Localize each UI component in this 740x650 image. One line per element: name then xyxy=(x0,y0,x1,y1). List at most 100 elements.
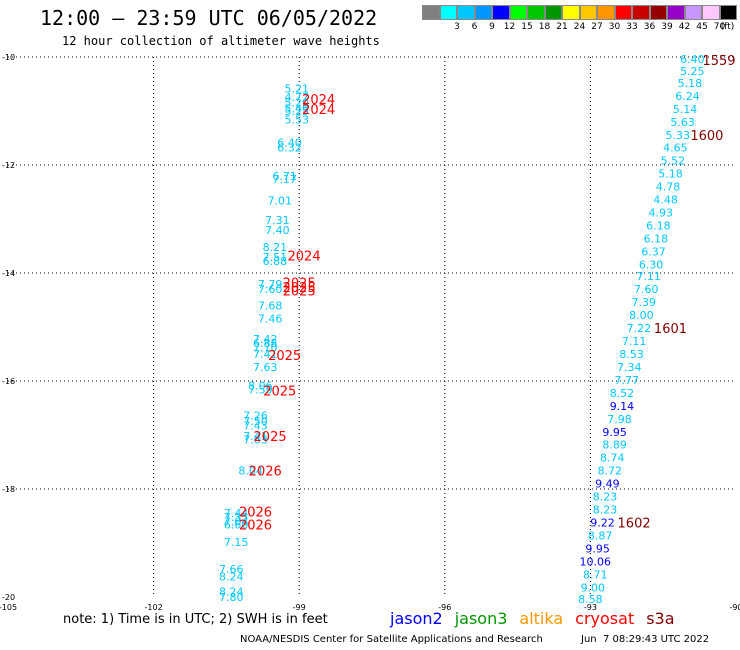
satellite-s3a: s3a xyxy=(646,609,675,628)
wave-height-value: 8.52 xyxy=(610,387,635,400)
wave-height-value: 7.59 xyxy=(248,384,273,397)
wave-height-value: 5.20 xyxy=(285,96,310,109)
wave-height-value: 5.53 xyxy=(285,114,310,127)
wave-height-value: 8.21 xyxy=(263,241,288,254)
lat-tick-label: -18 xyxy=(2,485,15,494)
satellite-cryosat: cryosat xyxy=(575,609,635,628)
legend-swatch xyxy=(684,5,702,20)
legend-label: 9 xyxy=(489,22,495,32)
wave-height-value: 7.34 xyxy=(617,361,642,374)
legend-swatch xyxy=(527,5,545,20)
wave-height-value: 8.87 xyxy=(588,529,613,542)
wave-height-value: 7.31 xyxy=(265,214,290,227)
wave-height-value: 7.79 xyxy=(258,278,283,291)
wave-height-value: 7.22 xyxy=(627,322,652,335)
wave-height-value: 8.04 xyxy=(238,465,263,478)
wave-height-value: 6.30 xyxy=(639,258,664,271)
pass-time-label: 2025 xyxy=(268,349,301,364)
lon-tick-label: -90 xyxy=(729,603,740,612)
satellite-altika: altika xyxy=(519,609,564,628)
wave-height-value: 6.24 xyxy=(675,90,700,103)
legend-label: 36 xyxy=(643,22,656,32)
legend-swatch xyxy=(632,5,650,20)
lon-tick-label: -93 xyxy=(584,603,597,612)
legend-swatch xyxy=(719,5,737,20)
wave-height-value: 7.80 xyxy=(219,591,244,604)
wave-height-value: 7.77 xyxy=(615,374,640,387)
lon-tick-label: -105 xyxy=(0,603,17,612)
wave-height-value: 8.23 xyxy=(593,504,618,517)
map-subtitle: 12 hour collection of altimeter wave hei… xyxy=(62,34,380,48)
wave-height-value: 8.72 xyxy=(598,465,623,478)
legend-swatch xyxy=(492,5,510,20)
wave-height-value: 5.21 xyxy=(285,82,310,95)
wave-height-value: 8.89 xyxy=(602,439,627,452)
wave-height-value: 7.26 xyxy=(243,410,268,423)
wave-height-value: 7.42 xyxy=(253,333,278,346)
wave-height-value: 6.40 xyxy=(680,53,705,66)
legend-swatch xyxy=(474,5,492,20)
wave-height-value: 8.00 xyxy=(629,309,654,322)
legend-swatch xyxy=(667,5,685,20)
lon-tick-label: -96 xyxy=(438,603,451,612)
wave-height-value: 8.71 xyxy=(583,568,608,581)
legend-swatch xyxy=(614,5,632,20)
legend-swatch xyxy=(544,5,562,20)
pass-time-labels: 2024202420242025202520252025202520252026… xyxy=(239,54,736,533)
wave-height-value: 5.18 xyxy=(678,77,703,90)
timestamp-footer: Jun 7 08:29:43 UTC 2022 xyxy=(581,634,710,645)
wave-height-value: 4.77 xyxy=(285,91,310,104)
wave-height-value: 7.51 xyxy=(263,251,288,264)
wave-height-value: 7.04 xyxy=(224,515,249,528)
pass-time-label: 2025 xyxy=(283,277,316,292)
wave-height-value: 5.25 xyxy=(285,105,310,118)
pass-time-label: 1602 xyxy=(618,516,651,531)
wave-height-value: 4.48 xyxy=(653,194,678,207)
pass-time-label: 2025 xyxy=(283,284,316,299)
wave-height-value: 5.33 xyxy=(666,129,691,142)
legend-swatch xyxy=(457,5,475,20)
legend-label: 12 xyxy=(503,22,516,32)
pass-time-label: 1601 xyxy=(654,322,687,337)
wave-height-value: 8.24 xyxy=(219,570,244,583)
wave-height-value: 4.65 xyxy=(663,142,688,155)
legend-label: 33 xyxy=(626,22,638,32)
legend-swatch xyxy=(509,5,527,20)
wave-height-value: 7.63 xyxy=(253,361,278,374)
legend-label: 70 xyxy=(713,22,726,32)
wave-height-value: 9.14 xyxy=(610,400,635,413)
wave-height-value: 5.49 xyxy=(285,102,310,115)
wave-height-value: 5.18 xyxy=(658,168,683,181)
satellite-jason3: jason3 xyxy=(454,609,508,628)
wave-height-value: 7.44 xyxy=(224,507,249,520)
legend-swatch xyxy=(562,5,580,20)
wave-height-value: 8.24 xyxy=(219,586,244,599)
wave-height-value: 7.68 xyxy=(258,299,283,312)
pass-time-label: 2025 xyxy=(254,430,287,445)
wave-height-value: 7.41 xyxy=(243,430,268,443)
units-note: note: 1) Time is in UTC; 2) SWH is in fe… xyxy=(63,612,328,627)
lat-tick-label: -16 xyxy=(2,377,15,386)
wave-height-value: 6.88 xyxy=(253,337,278,350)
wave-height-value: 7.98 xyxy=(607,413,632,426)
wave-height-value: 9.95 xyxy=(585,542,610,555)
legend-label: 42 xyxy=(678,22,691,32)
legend-swatch xyxy=(422,5,440,20)
wave-height-value: 7.41 xyxy=(253,348,278,361)
east-track-values: 6.405.255.186.245.145.635.334.655.525.18… xyxy=(578,53,704,606)
wave-height-value: 7.60 xyxy=(258,283,283,296)
pass-time-label: 2024 xyxy=(302,93,335,108)
wave-height-value: 6.32 xyxy=(277,142,302,155)
legend-label: 24 xyxy=(573,22,586,32)
wave-height-value: 6.40 xyxy=(277,136,302,149)
wave-height-value: 7.40 xyxy=(265,224,290,237)
wave-height-value: 9.49 xyxy=(595,478,620,491)
legend-swatch xyxy=(439,5,457,20)
wave-height-value: 7.35 xyxy=(224,511,249,524)
wave-height-value: 7.66 xyxy=(219,563,244,576)
wave-height-value: 6.18 xyxy=(646,219,671,232)
west-track-values: 5.214.775.205.495.255.53 6.406.32 6.717.17… xyxy=(219,82,309,604)
wave-height-value: 7.63 xyxy=(243,433,268,446)
wave-height-value: 7.50 xyxy=(243,415,268,428)
